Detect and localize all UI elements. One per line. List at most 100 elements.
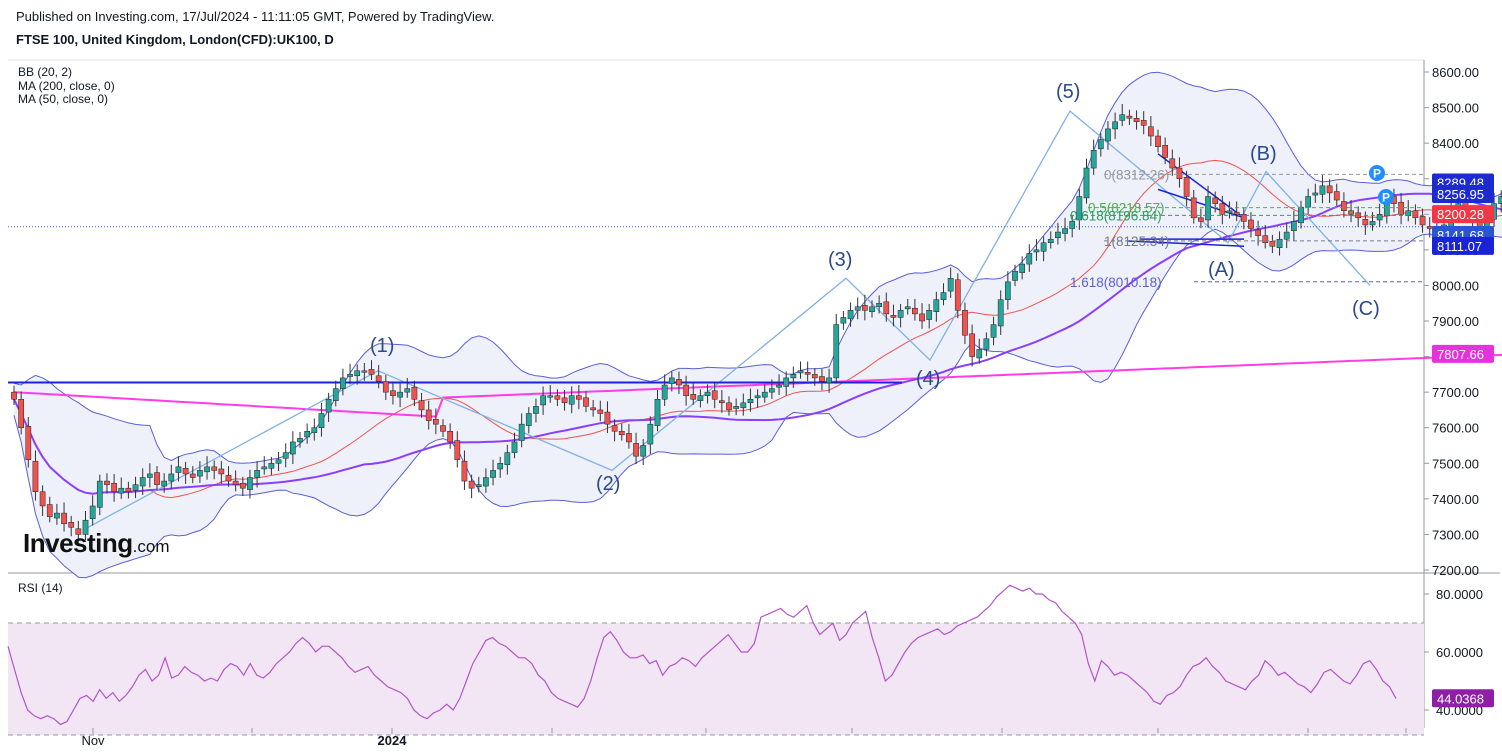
candle-up (797, 370, 804, 374)
published-info: Published on Investing.com, 17/Jul/2024 … (16, 9, 495, 24)
candle-up (847, 310, 854, 320)
candle-down (590, 407, 596, 411)
candle-up (997, 299, 1004, 327)
candle-down (468, 480, 475, 489)
price-tag (1432, 344, 1494, 363)
candle-down (46, 504, 53, 517)
candle-up (311, 427, 318, 433)
candle-up (1312, 192, 1319, 196)
time-tick-label: 2024 (378, 733, 408, 748)
pivot-marker-label: P (1382, 191, 1390, 205)
candle-down (1326, 185, 1333, 194)
candle-down (862, 305, 868, 311)
candle-down (719, 400, 725, 404)
fib-level-label: 0.5(8218.57) (1088, 201, 1165, 216)
candle-down (239, 482, 246, 489)
candle-down (61, 512, 67, 525)
candle-up (1033, 249, 1040, 253)
candle-up (511, 441, 518, 453)
candle-up (854, 306, 861, 311)
candle-up (904, 306, 911, 310)
legend-bb[interactable]: BB (20, 2) (18, 65, 73, 79)
wave-label: (A) (1208, 259, 1235, 281)
candle-up (1305, 196, 1312, 208)
candle-up (397, 391, 403, 398)
candle-up (1283, 231, 1290, 240)
candle-up (290, 441, 296, 455)
candle-down (440, 425, 446, 432)
candle-up (268, 463, 275, 469)
candle-down (454, 440, 461, 460)
fib-level-label: 1(8125.34) (1104, 234, 1169, 249)
candle-down (1126, 115, 1133, 119)
candle-up (1040, 242, 1047, 252)
candle-up (254, 470, 260, 478)
bb-basis-line (13, 159, 1502, 499)
fib-level-label: 1.618(8010.18) (1070, 275, 1162, 290)
candle-up (1055, 231, 1061, 239)
legend-ma200[interactable]: MA (200, close, 0) (18, 78, 115, 93)
candle-down (1426, 226, 1433, 229)
pivot-marker (1369, 165, 1385, 181)
bollinger-bands (13, 71, 1502, 579)
legend-ma50[interactable]: MA (50, close, 0) (18, 92, 109, 106)
candle-up (1369, 221, 1376, 226)
candle-down (618, 431, 625, 436)
candle-up (990, 324, 997, 338)
candle-down (919, 313, 925, 322)
candle-down (604, 411, 611, 425)
candle-down (626, 433, 632, 443)
candle-down (1255, 229, 1261, 236)
horizontal-resistance-line (8, 226, 1424, 384)
pivot-marker-label: P (1373, 167, 1381, 181)
candle-down (1198, 217, 1204, 222)
candle-up (525, 413, 532, 426)
candle-down (676, 379, 682, 386)
candle-down (461, 460, 468, 482)
candle-down (375, 375, 382, 382)
rsi-tick-label: 80.0000 (1436, 587, 1483, 602)
rsi-zone (8, 623, 1424, 735)
candle-up (1205, 196, 1211, 221)
candle-up (96, 480, 103, 508)
wave-labels: (1) (2) (3) (4) (5) (A) (B) (C) (370, 81, 1380, 495)
candle-up (733, 406, 739, 409)
wave-label: (1) (370, 335, 394, 357)
candle-up (1097, 139, 1104, 150)
wave-label: (B) (1250, 143, 1277, 165)
investing-logo: Investing.com (23, 528, 169, 559)
price-tick-label: 7400.00 (1432, 492, 1479, 507)
candle-down (447, 431, 453, 443)
candle-up (647, 423, 654, 445)
rsi-legend[interactable]: RSI (14) (18, 581, 63, 595)
candle-up (1083, 167, 1090, 199)
rsi-current-label: 44.0368 (1437, 691, 1484, 706)
time-axis: Nov 2024 (81, 728, 1407, 748)
candle-up (318, 413, 325, 428)
candle-up (261, 466, 268, 470)
price-tick-label: 8600.00 (1432, 65, 1479, 80)
candle-down (32, 460, 39, 492)
candle-up (332, 388, 339, 401)
candle-down (1333, 191, 1340, 201)
candle-up (475, 484, 482, 488)
candle-up (568, 395, 575, 405)
candle-up (897, 310, 904, 318)
candle-up (1090, 150, 1097, 169)
candle-down (104, 480, 110, 485)
fib-level-label: 0(8312.26) (1104, 167, 1169, 182)
candle-down (1262, 235, 1269, 243)
candle-down (189, 473, 196, 478)
candle-up (325, 399, 332, 413)
price-tick-label: 8400.00 (1432, 136, 1479, 151)
price-tag (1432, 185, 1494, 204)
bb-upper-line (13, 71, 1502, 464)
candle-up (1026, 253, 1033, 265)
candle-down (883, 301, 890, 315)
price-tick-label: 7700.00 (1432, 385, 1479, 400)
candle-up (1498, 196, 1502, 204)
candle-down (368, 369, 375, 375)
price-tag-label: 8111.07 (1437, 239, 1482, 254)
